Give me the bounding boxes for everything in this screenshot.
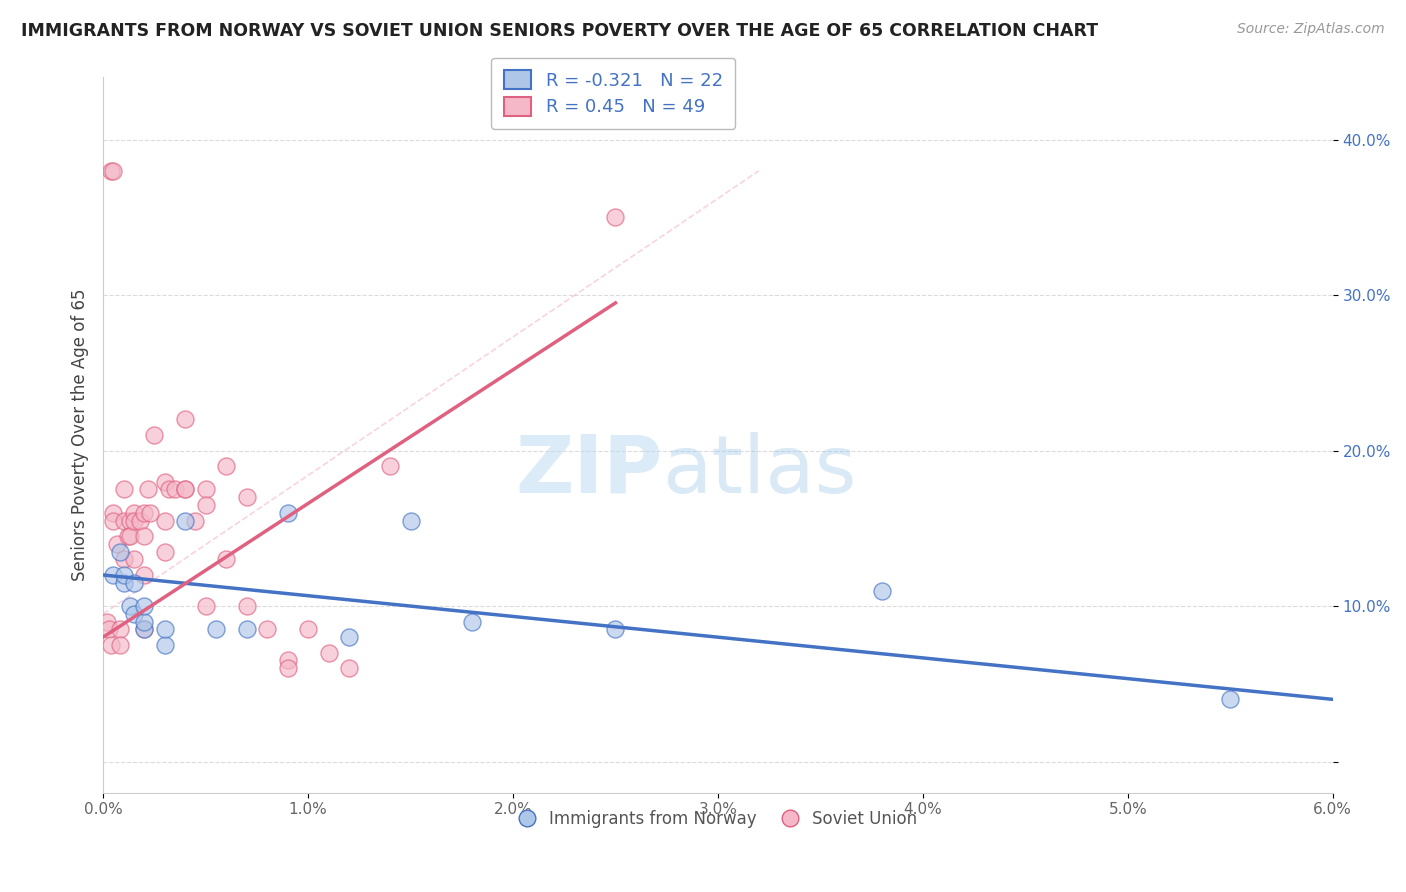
Point [153, 514, 176, 528]
Point [318, 646, 340, 660]
Point [122, 514, 145, 528]
Point [870, 583, 893, 598]
Point [143, 428, 166, 442]
Text: IMMIGRANTS FROM NORWAY VS SOVIET UNION SENIORS POVERTY OVER THE AGE OF 65 CORREL: IMMIGRANTS FROM NORWAY VS SOVIET UNION S… [21, 22, 1098, 40]
Point [103, 514, 125, 528]
Point [215, 552, 238, 566]
Point [118, 514, 141, 528]
Point [235, 599, 257, 613]
Point [134, 623, 156, 637]
Point [122, 607, 145, 621]
Point [153, 475, 176, 489]
Point [122, 552, 145, 566]
Point [215, 459, 238, 474]
Point [174, 483, 197, 497]
Point [134, 623, 156, 637]
Text: atlas: atlas [662, 432, 858, 510]
Point [194, 483, 217, 497]
Point [605, 623, 627, 637]
Point [122, 575, 145, 590]
Point [399, 514, 422, 528]
Point [108, 623, 131, 637]
Point [134, 529, 156, 543]
Text: Source: ZipAtlas.com: Source: ZipAtlas.com [1237, 22, 1385, 37]
Point [108, 544, 131, 558]
Point [103, 506, 125, 520]
Point [337, 661, 360, 675]
Point [134, 506, 156, 520]
Text: ZIP: ZIP [516, 432, 662, 510]
Point [108, 638, 131, 652]
Y-axis label: Seniors Poverty Over the Age of 65: Seniors Poverty Over the Age of 65 [72, 289, 89, 582]
Point [174, 483, 197, 497]
Point [163, 483, 186, 497]
Point [139, 506, 162, 520]
Point [605, 211, 627, 225]
Point [1219, 692, 1241, 706]
Point [235, 490, 257, 504]
Point [118, 529, 141, 543]
Point [122, 506, 145, 520]
Point [129, 514, 152, 528]
Point [297, 623, 319, 637]
Point [277, 661, 299, 675]
Legend: Immigrants from Norway, Soviet Union: Immigrants from Norway, Soviet Union [512, 803, 924, 834]
Point [112, 568, 135, 582]
Point [337, 630, 360, 644]
Point [194, 599, 217, 613]
Point [277, 506, 299, 520]
Point [103, 568, 125, 582]
Point [256, 623, 278, 637]
Point [103, 163, 125, 178]
Point [112, 575, 135, 590]
Point [98, 623, 121, 637]
Point [134, 599, 156, 613]
Point [107, 537, 129, 551]
Point [194, 498, 217, 512]
Point [235, 623, 257, 637]
Point [153, 623, 176, 637]
Point [118, 599, 141, 613]
Point [134, 568, 156, 582]
Point [134, 615, 156, 629]
Point [174, 514, 197, 528]
Point [96, 615, 118, 629]
Point [277, 653, 299, 667]
Point [112, 483, 135, 497]
Point [112, 514, 135, 528]
Point [153, 544, 176, 558]
Point [205, 623, 228, 637]
Point [112, 552, 135, 566]
Point [174, 412, 197, 426]
Point [461, 615, 484, 629]
Point [117, 529, 139, 543]
Point [157, 483, 180, 497]
Point [100, 163, 122, 178]
Point [136, 483, 159, 497]
Point [153, 638, 176, 652]
Point [100, 638, 122, 652]
Point [184, 514, 207, 528]
Point [378, 459, 401, 474]
